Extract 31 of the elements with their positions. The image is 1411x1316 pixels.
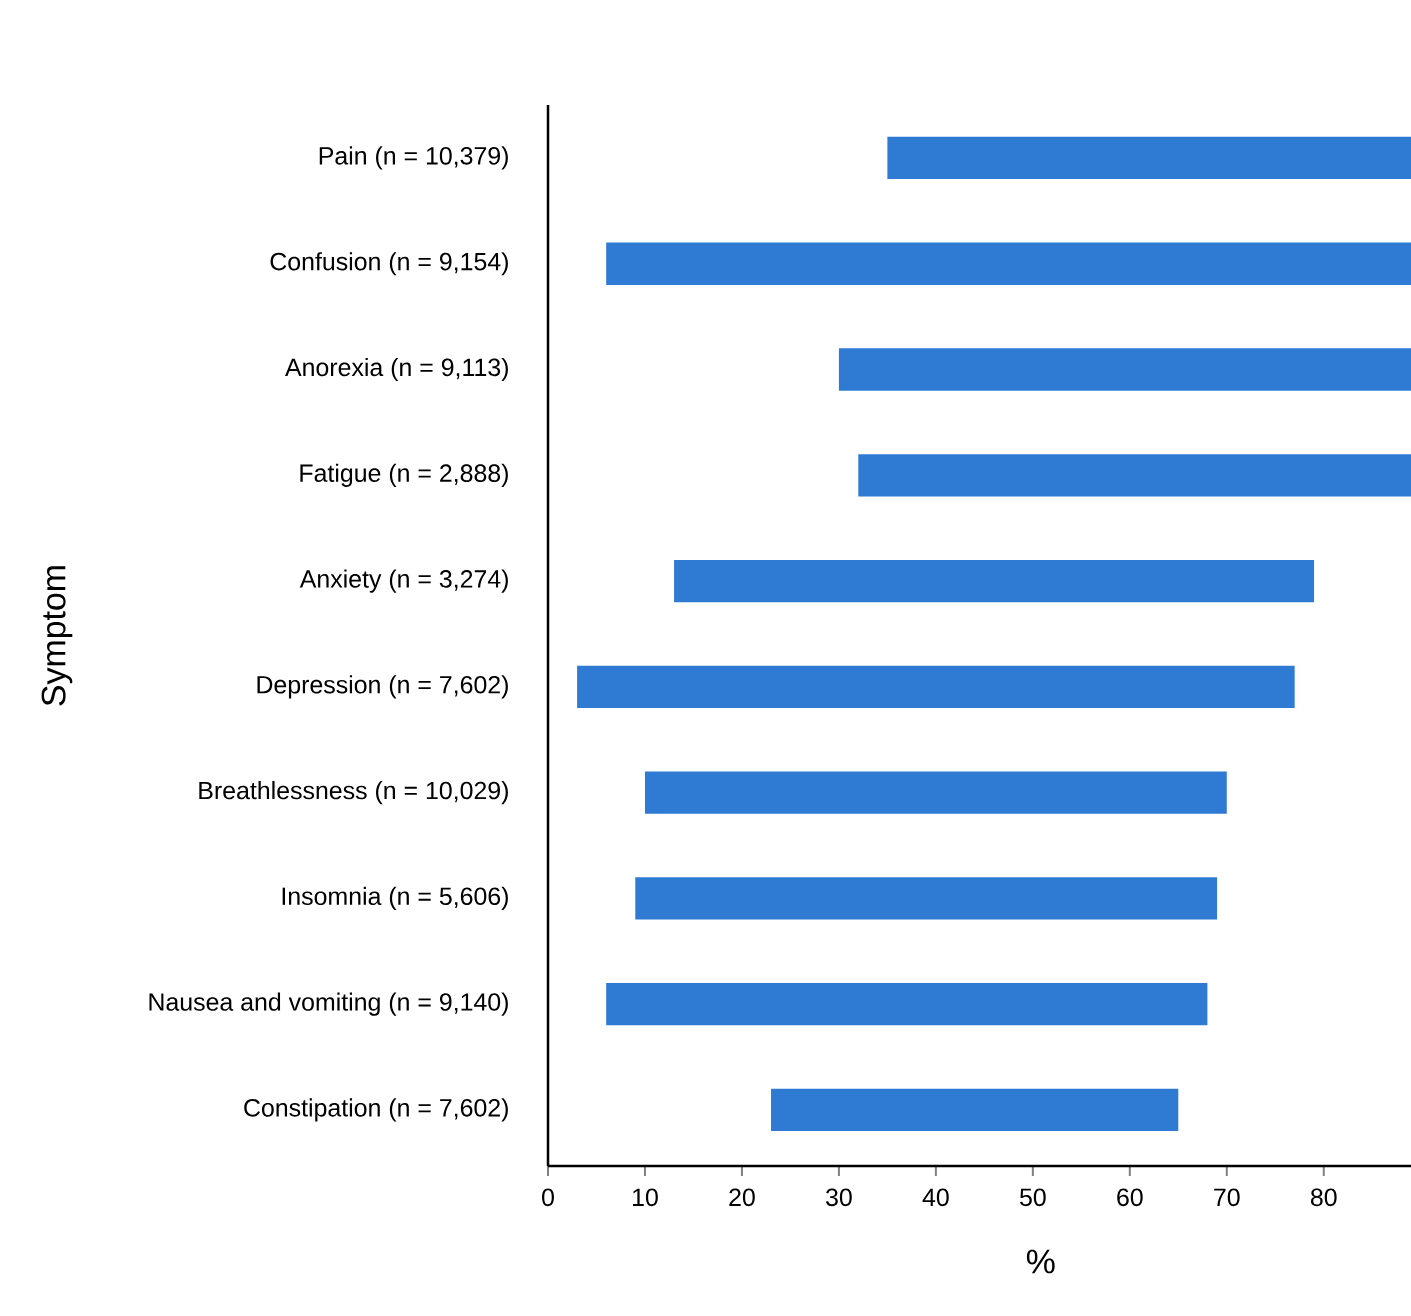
x-tick-label: 70 xyxy=(1214,1188,1240,1207)
x-axis-title: % xyxy=(1026,1249,1055,1274)
x-tick-label: 80 xyxy=(1310,1188,1337,1207)
y-tick-label: Pain (n = 10,379) xyxy=(319,146,508,170)
x-tick-label: 0 xyxy=(542,1188,554,1207)
y-tick-label: Fatigue (n = 2,888) xyxy=(300,463,508,487)
x-tick-label: 50 xyxy=(1020,1188,1046,1207)
x-tick-label: 10 xyxy=(633,1188,658,1207)
x-tick-label: 40 xyxy=(922,1188,949,1207)
bar xyxy=(577,665,1295,708)
y-tick-label: Anxiety (n = 3,274) xyxy=(299,569,508,593)
y-tick-label: Insomnia (n = 5,606) xyxy=(282,886,508,910)
bar xyxy=(606,983,1208,1026)
bar xyxy=(635,877,1218,920)
y-tick-label: Confusion (n = 9,154) xyxy=(270,252,508,276)
y-tick-label: Nausea and vomiting (n = 9,140) xyxy=(149,992,508,1016)
y-axis-title: Symptom xyxy=(41,566,73,706)
bar xyxy=(674,559,1315,603)
x-tick-label: 30 xyxy=(826,1188,852,1207)
y-tick-label: Depression (n = 7,602) xyxy=(257,675,508,699)
x-tick-label: 60 xyxy=(1117,1188,1143,1207)
y-tick-label: Constipation (n = 7,602) xyxy=(244,1098,508,1122)
bar xyxy=(606,242,1411,285)
x-tick-label: 20 xyxy=(729,1188,755,1207)
bar xyxy=(887,136,1411,180)
bar xyxy=(858,454,1411,497)
bar xyxy=(644,771,1227,814)
bar xyxy=(838,348,1411,391)
y-tick-label: Anorexia (n = 9,113) xyxy=(285,357,508,382)
bar xyxy=(771,1088,1179,1132)
y-tick-label: Breathlessness (n = 10,029) xyxy=(199,781,508,805)
